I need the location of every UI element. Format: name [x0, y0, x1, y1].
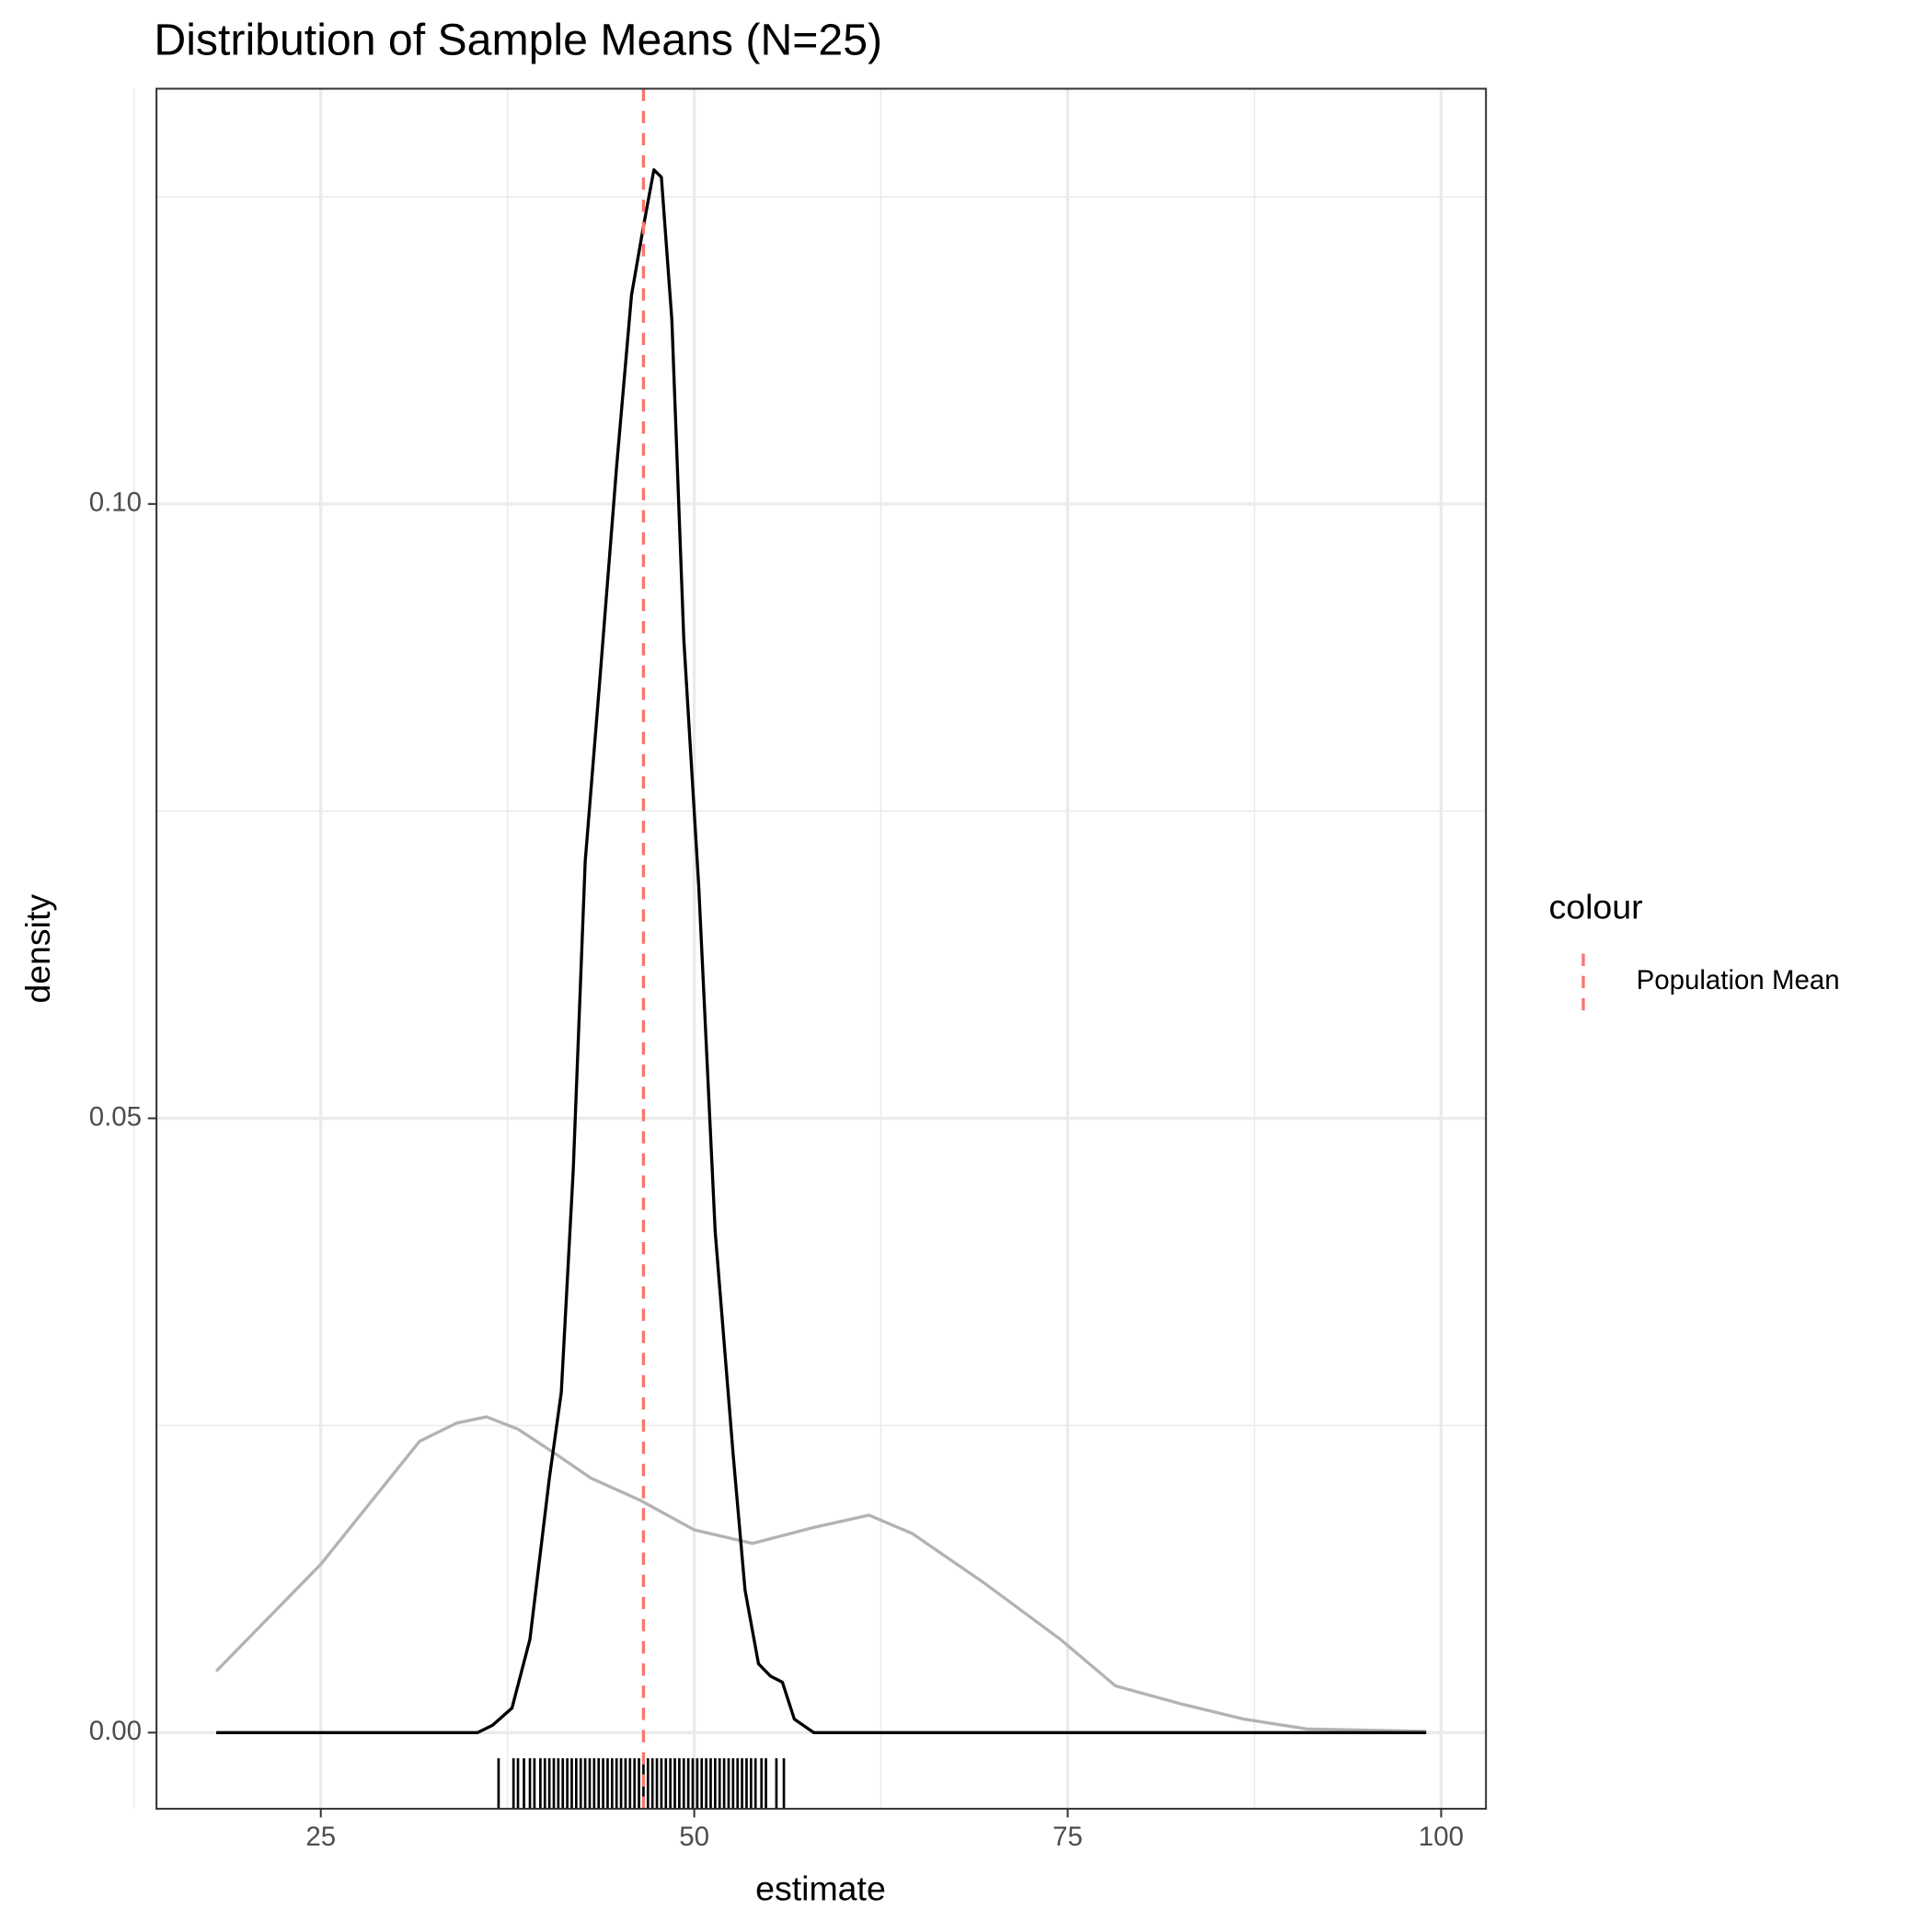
x-axis-label: estimate [755, 1869, 886, 1908]
x-tick-label: 25 [305, 1822, 336, 1852]
chart-title: Distribution of Sample Means (N=25) [154, 16, 882, 65]
y-tick-label: 0.05 [89, 1101, 142, 1132]
x-tick-label: 100 [1419, 1822, 1464, 1852]
legend-title: colour [1548, 887, 1642, 926]
x-tick-label: 75 [1052, 1822, 1083, 1852]
plot-border [155, 87, 1488, 1811]
y-axis-label: density [18, 894, 57, 1004]
y-tick-label: 0.10 [89, 488, 142, 518]
x-tick-label: 50 [679, 1822, 709, 1852]
y-tick-label: 0.00 [89, 1716, 142, 1746]
legend-label: Population Mean [1637, 965, 1840, 995]
density-line [216, 167, 1427, 1734]
density-line [214, 1415, 1427, 1733]
